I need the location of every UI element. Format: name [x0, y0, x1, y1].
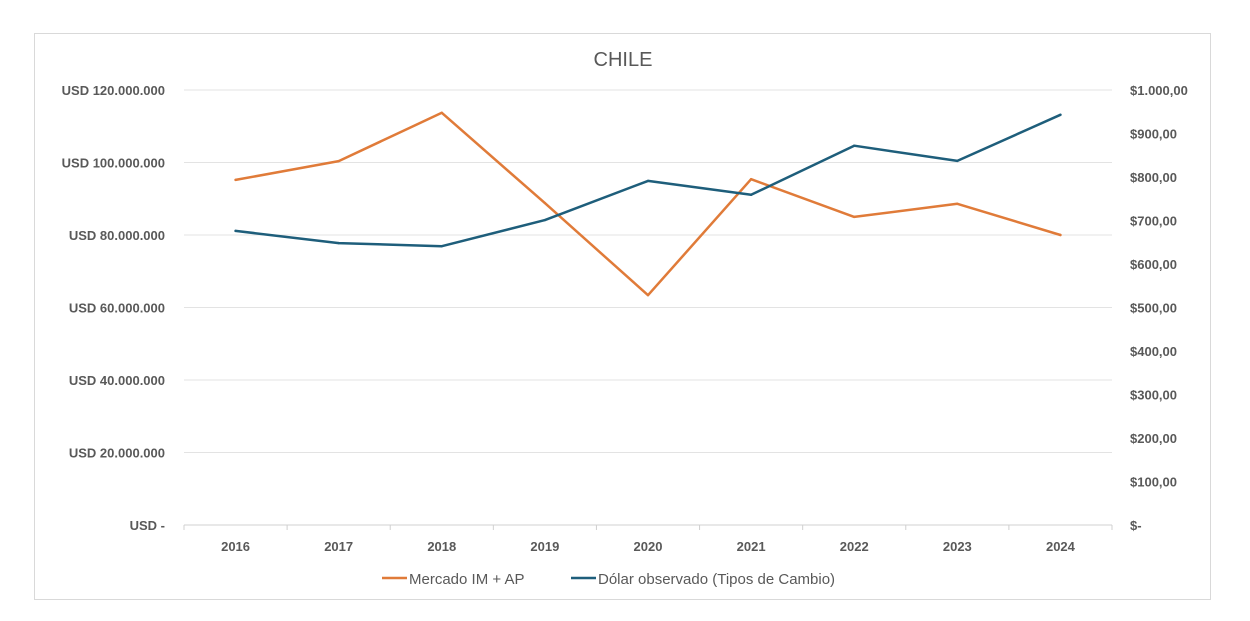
right-y-axis: $- $100,00 $200,00 $300,00 $400,00 $500,00 $60… — [1130, 83, 1188, 533]
x-tick-label: 2016 — [221, 539, 250, 554]
x-tick-label: 2019 — [530, 539, 559, 554]
x-axis-labels: 2016 2017 2018 2019 2020 2021 2022 2023 2024 — [221, 539, 1076, 554]
data-point — [646, 179, 650, 183]
right-y-tick-label: $- — [1130, 518, 1142, 533]
legend: Mercado IM + AP Dólar observado (Tipos de… — [382, 571, 835, 588]
x-tick-label: 2018 — [427, 539, 456, 554]
data-point — [749, 193, 753, 197]
right-y-tick-label: $500,00 — [1130, 301, 1177, 316]
x-tick-label: 2020 — [634, 539, 663, 554]
data-point — [440, 244, 443, 248]
left-y-tick-label: USD 80.000.000 — [69, 228, 165, 243]
x-tick-label: 2017 — [324, 539, 353, 554]
x-tick-label: 2024 — [1046, 539, 1076, 554]
left-y-tick-label: USD 60.000.000 — [69, 301, 165, 316]
right-y-tick-label: $700,00 — [1130, 214, 1177, 229]
data-point — [1059, 233, 1062, 237]
data-point — [234, 229, 237, 233]
left-y-tick-label: USD - — [130, 518, 165, 533]
legend-label: Mercado IM + AP — [409, 571, 524, 588]
data-point — [956, 202, 959, 206]
right-y-tick-label: $300,00 — [1130, 388, 1177, 403]
data-point — [543, 201, 547, 205]
data-point — [956, 159, 959, 163]
x-tick-label: 2023 — [943, 539, 972, 554]
data-point — [337, 159, 340, 163]
right-y-tick-label: $100,00 — [1130, 475, 1177, 490]
x-tick-label: 2022 — [840, 539, 869, 554]
left-y-tick-label: USD 20.000.000 — [69, 446, 165, 461]
data-point — [646, 293, 650, 297]
left-y-tick-label: USD 120.000.000 — [62, 83, 165, 98]
right-y-tick-label: $900,00 — [1130, 127, 1177, 142]
data-point — [543, 218, 547, 222]
data-point — [1059, 113, 1062, 116]
series — [234, 111, 1062, 297]
x-axis — [183, 524, 1113, 530]
data-point — [749, 177, 753, 181]
left-y-tick-label: USD 100.000.000 — [62, 156, 165, 171]
right-y-tick-label: $600,00 — [1130, 257, 1177, 272]
legend-label: Dólar observado (Tipos de Cambio) — [598, 571, 835, 588]
right-y-tick-label: $800,00 — [1130, 170, 1177, 185]
left-y-axis: USD - USD 20.000.000 USD 40.000.000 USD 60.… — [62, 83, 165, 533]
series-line-mercado — [234, 111, 1062, 297]
gridlines — [184, 89, 1112, 453]
data-point — [853, 144, 856, 147]
chart-frame — [34, 33, 1211, 600]
right-y-tick-label: $400,00 — [1130, 344, 1177, 359]
chart-title: CHILE — [594, 49, 653, 71]
left-y-tick-label: USD 40.000.000 — [69, 373, 165, 388]
x-tick-label: 2021 — [737, 539, 766, 554]
data-point — [337, 241, 340, 245]
data-point — [440, 111, 443, 115]
data-point — [234, 178, 237, 182]
right-y-tick-label: $200,00 — [1130, 431, 1177, 446]
data-point — [853, 215, 856, 219]
right-y-tick-label: $1.000,00 — [1130, 83, 1188, 98]
